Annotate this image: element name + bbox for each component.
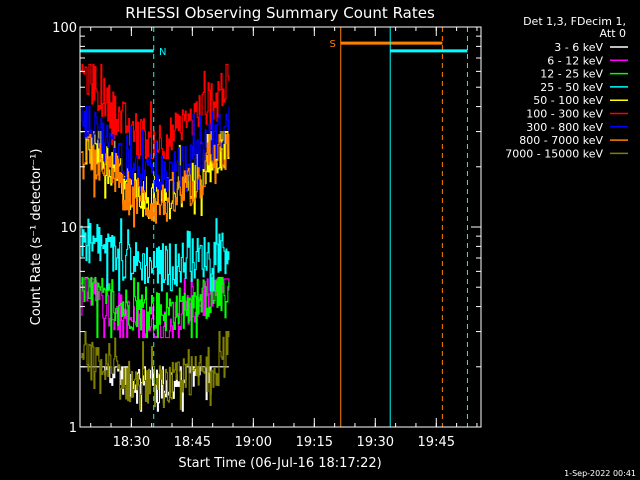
legend-entry-label: 50 - 100 keV — [533, 94, 603, 107]
annotation-label: S — [330, 39, 336, 50]
y-tick-label: 10 — [60, 221, 77, 236]
legend-entry-label: 100 - 300 keV — [526, 108, 603, 121]
svg-text:Count Rate (s⁻¹ detector⁻¹): Count Rate (s⁻¹ detector⁻¹) — [29, 149, 44, 326]
y-tick-label: 100 — [52, 21, 77, 36]
data-layer: NS — [80, 27, 468, 427]
x-tick-label: 19:45 — [418, 435, 455, 450]
legend-header-line: Det 1,3, FDecim 1, — [523, 15, 626, 28]
series-line — [81, 133, 230, 228]
legend-entry-label: 7000 - 15000 keV — [505, 147, 603, 160]
x-tick-label: 18:30 — [113, 435, 150, 450]
legend-entry-label: 25 - 50 keV — [540, 81, 603, 94]
annotation-interval: S — [330, 27, 443, 427]
series-line — [81, 276, 230, 339]
legend-entry-label: 800 - 7000 keV — [519, 134, 603, 147]
x-tick-label: 19:00 — [235, 435, 272, 450]
chart-title: RHESSI Observing Summary Count Rates — [125, 4, 435, 22]
x-tick-label: 19:30 — [357, 435, 394, 450]
series-line — [81, 331, 230, 411]
x-tick-label: 19:15 — [296, 435, 333, 450]
x-axis-label: Start Time (06-Jul-16 18:17:22) — [178, 456, 381, 471]
axes-frame: 18:30 18:45 19:00 19:15 19:30 19:45 1 10 100 — [52, 21, 482, 450]
y-tick-label: 1 — [69, 421, 77, 436]
legend-entry-label: 3 - 6 keV — [554, 41, 603, 54]
y-axis-label: Count Rate (s⁻¹ detector⁻¹) — [29, 149, 44, 326]
annotation-label: N — [159, 47, 166, 58]
annotation-interval — [389, 27, 468, 427]
x-tick-label: 18:45 — [174, 435, 211, 450]
annotation-interval: N — [80, 27, 166, 427]
legend-entry-label: 12 - 25 keV — [540, 68, 603, 81]
legend-entry-label: 300 - 800 keV — [526, 121, 603, 134]
legend-header-line: Att 0 — [600, 27, 626, 40]
series-line — [81, 218, 230, 292]
footer-timestamp: 1-Sep-2022 00:41 — [564, 469, 636, 478]
series-line — [81, 106, 230, 193]
legend-entry-label: 6 - 12 keV — [547, 54, 603, 67]
